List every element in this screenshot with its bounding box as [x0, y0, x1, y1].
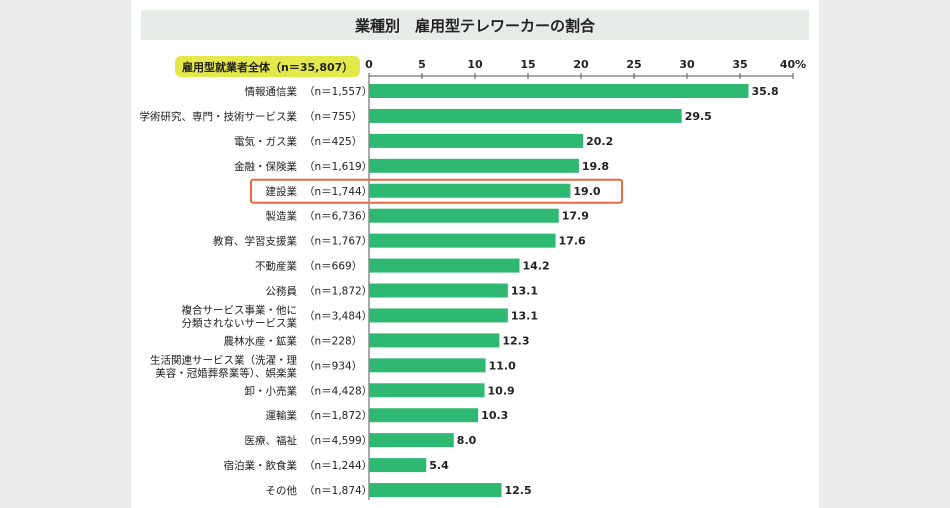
- x-tick-label: 10: [467, 58, 483, 71]
- bar: [369, 233, 556, 248]
- category-label: 学術研究、専門・技術サービス業: [140, 110, 298, 123]
- sample-size-label: （n＝1,767）: [304, 236, 372, 248]
- x-tick-label: 0: [365, 58, 373, 71]
- bar: [369, 383, 485, 398]
- bar: [369, 433, 454, 448]
- category-label: 公務員: [266, 285, 298, 298]
- bar-value-label: 17.9: [562, 210, 589, 223]
- bar: [369, 333, 500, 348]
- category-label: 教育、学習支援業: [213, 235, 297, 248]
- category-label: 製造業: [266, 210, 298, 223]
- bar-value-label: 13.1: [511, 285, 538, 298]
- bar: [369, 84, 749, 98]
- bar: [369, 108, 682, 123]
- sample-size-label: （n＝1,874）: [304, 485, 372, 497]
- category-label: 美容・冠婚葬祭業等）、娯楽業: [155, 366, 297, 379]
- sample-size-label: （n＝6,736）: [304, 211, 372, 223]
- bar-value-label: 5.4: [429, 459, 449, 472]
- category-label: 農林水産・鉱業: [224, 334, 298, 347]
- bar-value-label: 12.5: [505, 484, 532, 497]
- bar-value-label: 35.8: [751, 85, 778, 98]
- bar: [369, 208, 559, 223]
- sample-size-label: （n＝934）: [304, 360, 362, 372]
- sample-size-label: （n＝1,619）: [304, 161, 372, 173]
- category-label: 複合サービス事業・他に: [182, 303, 298, 316]
- sample-size-label: （n＝755）: [304, 111, 362, 123]
- bar: [369, 258, 520, 273]
- bar-value-label: 11.0: [489, 359, 516, 372]
- bar-value-label: 19.8: [582, 160, 609, 173]
- bar: [369, 483, 502, 498]
- bar-value-label: 19.0: [573, 185, 600, 198]
- chart-title: 業種別 雇用型テレワーカーの割合: [141, 10, 809, 40]
- category-label: 分類されないサービス業: [182, 316, 298, 329]
- sample-size-label: （n＝1,244）: [304, 460, 372, 472]
- category-label: 金融・保険業: [234, 160, 297, 173]
- sample-size-label: （n＝228）: [304, 335, 362, 347]
- category-label: 情報通信業: [245, 85, 298, 98]
- bar-value-label: 17.6: [559, 235, 586, 248]
- sample-size-label: （n＝669）: [304, 261, 362, 273]
- bar: [369, 283, 508, 298]
- category-label: 卸・小売業: [245, 384, 298, 397]
- bar-value-label: 29.5: [685, 110, 712, 123]
- bar: [369, 308, 508, 323]
- category-label: 建設業: [266, 185, 298, 198]
- bar: [369, 358, 486, 373]
- highlight-box: [250, 178, 623, 204]
- category-label: 宿泊業・飲食業: [224, 459, 298, 472]
- x-tick-label: 35: [732, 58, 747, 71]
- bar: [369, 133, 584, 148]
- sample-size-label: （n＝4,428）: [304, 385, 372, 397]
- total-respondents-badge: 雇用型就業者全体（n＝35,807）: [175, 56, 361, 77]
- bar-value-label: 10.9: [488, 384, 515, 397]
- bar-value-label: 14.2: [523, 260, 550, 273]
- bar: [369, 458, 427, 473]
- category-label: 電気・ガス業: [234, 135, 297, 148]
- sample-size-label: （n＝3,484）: [304, 310, 372, 322]
- x-tick-label: 20: [573, 58, 589, 71]
- x-tick-label: 30: [679, 58, 695, 71]
- x-tick-label: 5: [418, 58, 426, 71]
- category-label: 運輸業: [266, 409, 298, 422]
- sample-size-label: （n＝1,872）: [304, 286, 372, 298]
- bar: [369, 408, 479, 423]
- category-label: その他: [266, 484, 298, 497]
- bar: [369, 183, 571, 198]
- category-label: 生活関連サービス業（洗濯・理: [150, 353, 297, 366]
- bar: [369, 158, 579, 173]
- bar-value-label: 20.2: [586, 135, 613, 148]
- bar-value-label: 12.3: [502, 334, 529, 347]
- bar-value-label: 8.0: [457, 434, 477, 447]
- sample-size-label: （n＝425）: [304, 136, 362, 148]
- x-tick-label: 40%: [780, 58, 806, 71]
- sample-size-label: （n＝1,557）: [304, 86, 372, 98]
- sample-size-label: （n＝1,872）: [304, 410, 372, 422]
- x-tick-label: 15: [520, 58, 535, 71]
- category-label: 医療、福祉: [245, 434, 298, 447]
- bar-value-label: 13.1: [511, 309, 538, 322]
- x-tick-label: 25: [626, 58, 641, 71]
- sample-size-label: （n＝1,744）: [304, 186, 372, 198]
- bar-value-label: 10.3: [481, 409, 508, 422]
- sample-size-label: （n＝4,599）: [304, 435, 372, 447]
- category-label: 不動産業: [255, 260, 297, 273]
